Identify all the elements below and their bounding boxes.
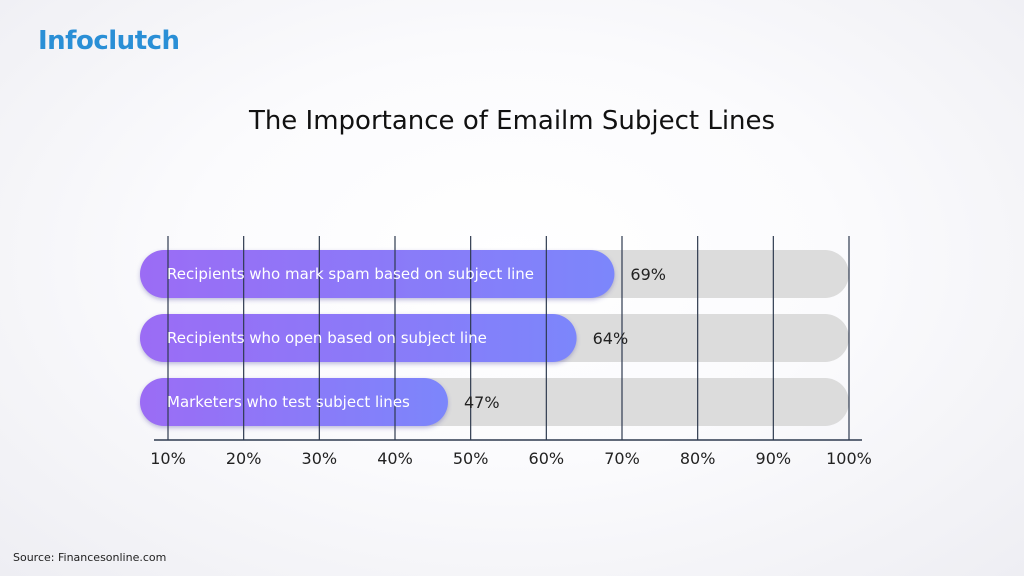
- x-tick-label: 10%: [150, 449, 186, 468]
- bar-value-label: 47%: [464, 393, 500, 412]
- bar: [140, 314, 577, 362]
- x-tick-label: 40%: [377, 449, 413, 468]
- infoclutch-logo: Infoclutch: [38, 26, 180, 56]
- source-note: Source: Financesonline.com: [13, 551, 167, 564]
- x-tick-label: 80%: [680, 449, 716, 468]
- x-tick-label: 50%: [453, 449, 489, 468]
- bar: [140, 250, 615, 298]
- bar-value-label: 64%: [593, 329, 629, 348]
- bar-category-label: Recipients who mark spam based on subjec…: [167, 265, 534, 283]
- chart-title: The Importance of Emailm Subject Lines: [248, 106, 776, 136]
- bar-value-label: 69%: [630, 265, 666, 284]
- x-tick-label: 20%: [226, 449, 262, 468]
- x-tick-label: 100%: [826, 449, 872, 468]
- x-tick-label: 60%: [529, 449, 565, 468]
- x-tick-label: 90%: [756, 449, 792, 468]
- x-tick-label: 30%: [302, 449, 338, 468]
- bar: [140, 378, 448, 426]
- x-tick-label: 70%: [604, 449, 640, 468]
- bar-category-label: Marketers who test subject lines: [167, 393, 410, 411]
- bar-category-label: Recipients who open based on subject lin…: [167, 329, 487, 347]
